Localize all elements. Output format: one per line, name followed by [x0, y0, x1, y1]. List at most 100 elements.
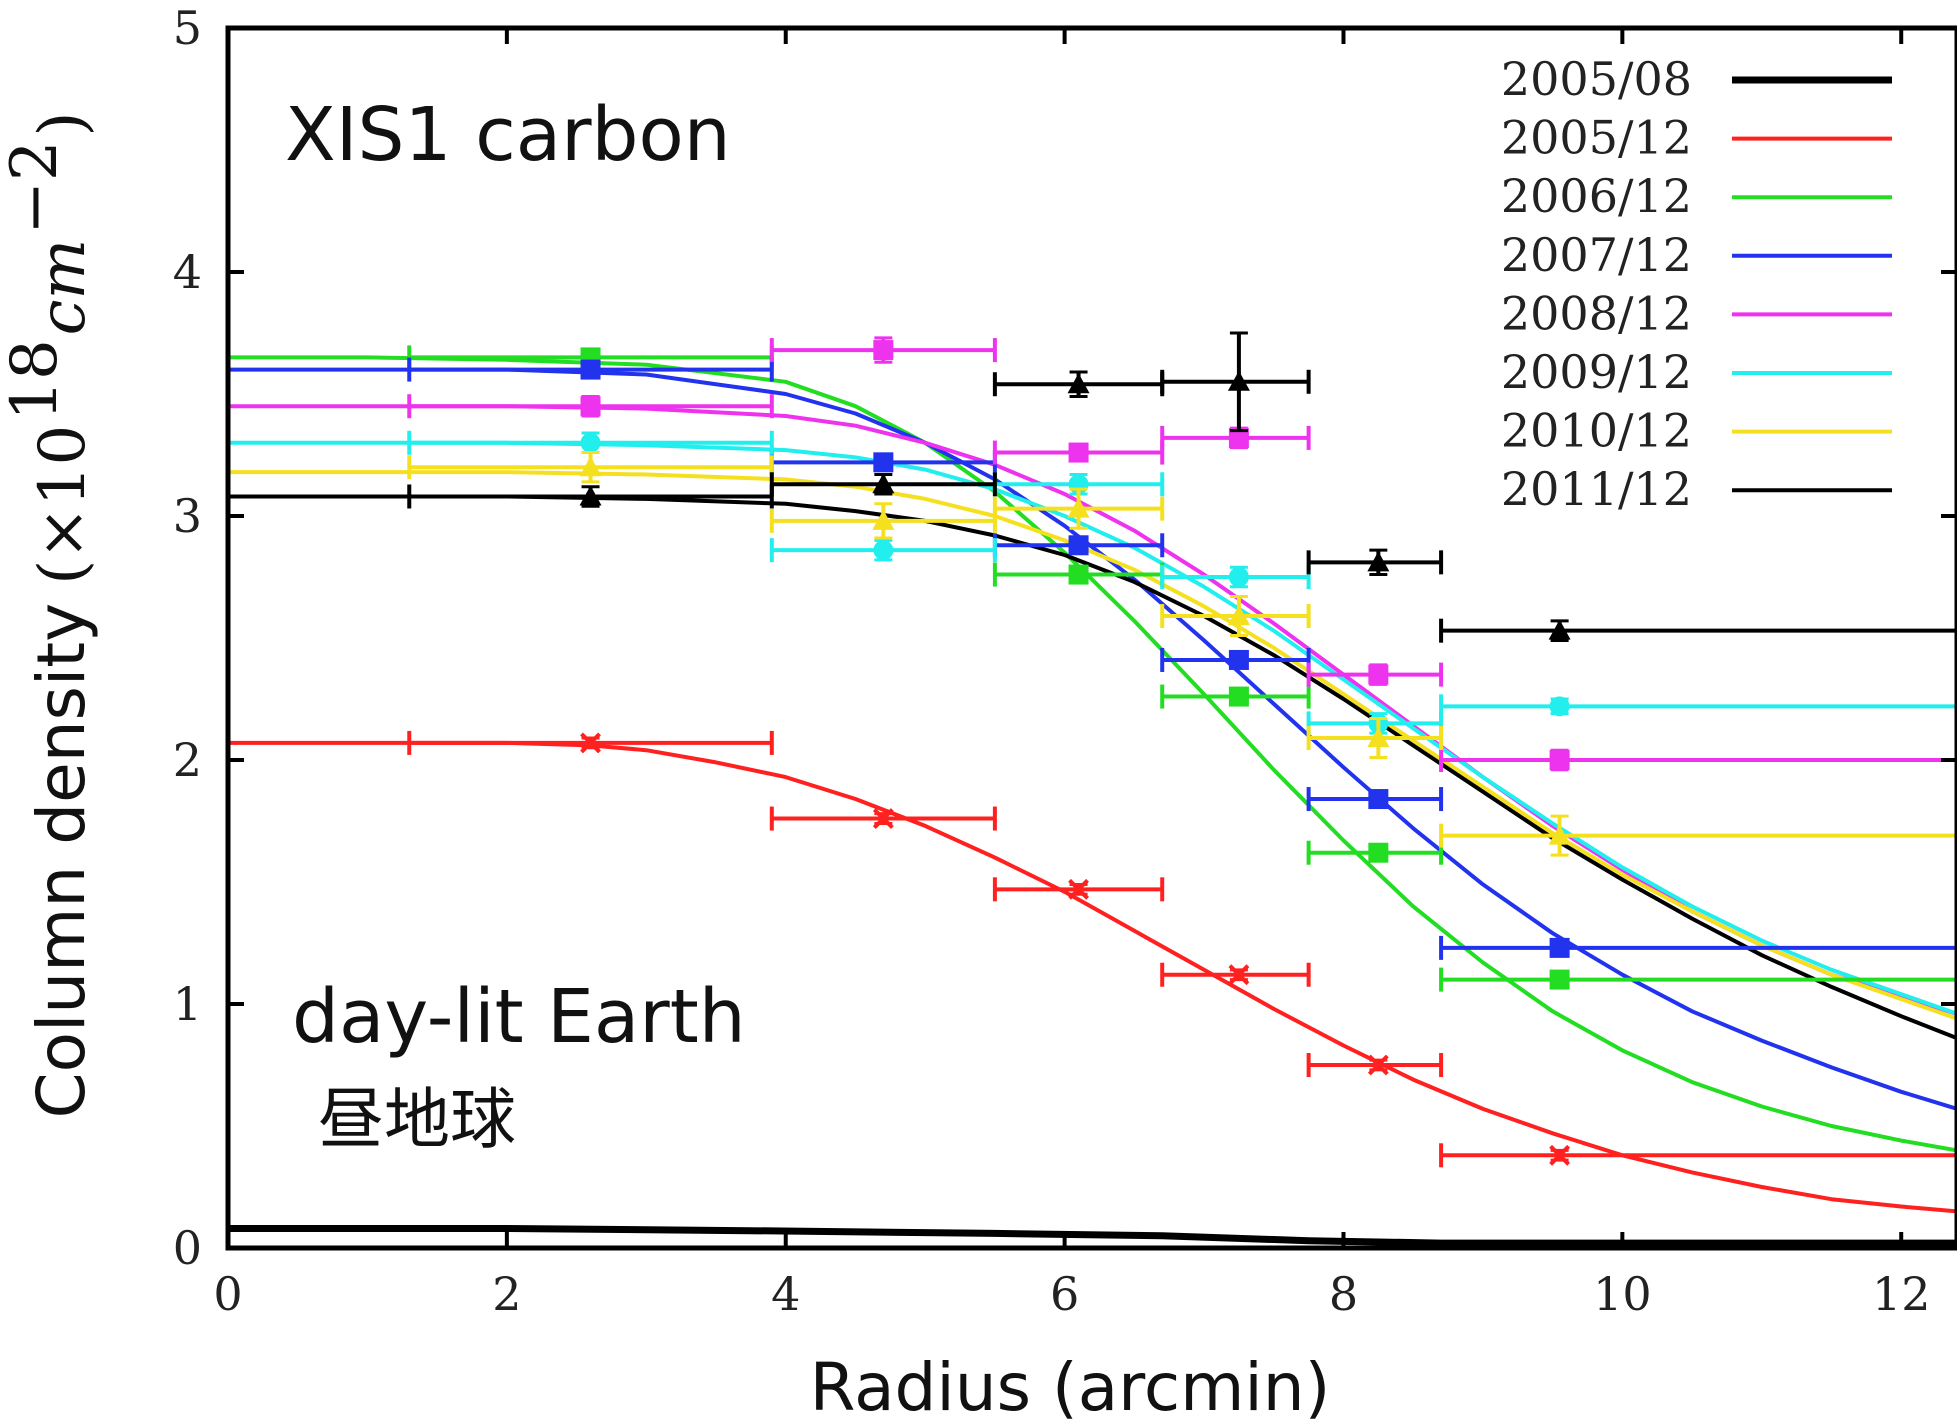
square-marker — [1228, 649, 1249, 670]
y-axis-unit-unit-exp: −2 — [0, 140, 72, 234]
x-marker — [580, 732, 601, 754]
legend-label-2: 2006/12 — [1501, 169, 1692, 223]
series-6-point-3 — [1160, 595, 1311, 638]
series-4-point-1 — [769, 336, 997, 364]
y-tick-label: 2 — [173, 733, 202, 787]
series-3-point-4 — [1306, 787, 1444, 812]
circle-marker — [1549, 696, 1570, 717]
y-axis-label: Column density — [23, 603, 100, 1119]
x-tick-label: 8 — [1329, 1267, 1358, 1321]
square-marker — [1068, 535, 1089, 556]
series-4-point-5 — [1439, 748, 1957, 772]
series-7-point-1 — [769, 472, 997, 497]
x-axis-title: Radius (arcmin) — [810, 1349, 1331, 1426]
legend-label-7: 2011/12 — [1501, 462, 1692, 516]
legend-label-1: 2005/12 — [1501, 111, 1692, 165]
x-tick-label: 0 — [213, 1267, 242, 1321]
triangle-marker — [872, 473, 895, 494]
x-marker — [1367, 1054, 1389, 1076]
series-7-point-5 — [1439, 618, 1957, 643]
square-marker — [1228, 686, 1249, 707]
series-6-point-1 — [769, 502, 997, 540]
y-tick-label: 4 — [173, 245, 202, 299]
series-1-curve — [228, 740, 1957, 1214]
legend-label-3: 2007/12 — [1501, 228, 1692, 282]
x-marker — [872, 808, 894, 829]
series-2-point-2 — [1160, 684, 1311, 709]
series-4-point-4 — [1306, 662, 1444, 687]
series-4-point-3 — [1160, 425, 1311, 450]
series-4-point-2 — [992, 440, 1165, 465]
square-marker — [1549, 969, 1570, 990]
square-marker — [1368, 789, 1389, 810]
y-tick-label: 1 — [173, 977, 202, 1031]
square-marker — [580, 359, 601, 380]
x-tick-label: 12 — [1872, 1267, 1931, 1321]
legend-label-6: 2010/12 — [1501, 404, 1692, 458]
square-marker — [1228, 427, 1249, 448]
x-tick-label: 2 — [492, 1267, 521, 1321]
plot-frame — [225, 25, 1957, 1251]
square-marker — [580, 396, 601, 417]
y-axis-unit-exp: 18 — [0, 339, 72, 420]
x-tick-label: 10 — [1593, 1267, 1652, 1321]
y-tick-label: 5 — [173, 1, 202, 55]
triangle-marker — [1367, 551, 1390, 572]
annotation-japanese: 昼地球 — [318, 1081, 516, 1158]
legend: 2005/082005/122006/122007/122008/122009/… — [1501, 52, 1892, 516]
svg-text:Column density (×10: Column density (×10 18 cm −2 ) — [0, 111, 100, 1118]
series-3-point-5 — [1439, 935, 1957, 960]
square-marker — [1549, 750, 1570, 770]
series-6-point-2 — [992, 487, 1165, 530]
series-2-curve — [228, 355, 1957, 1153]
series-7-point-4 — [1306, 548, 1444, 577]
series-1-point-3 — [1160, 962, 1311, 987]
triangle-marker — [1548, 824, 1571, 845]
series-1-point-4 — [1306, 1053, 1444, 1077]
series-3-curve — [228, 367, 1957, 1111]
y-tick-label: 3 — [173, 489, 202, 543]
series-5-point-1 — [769, 538, 997, 563]
triangle-marker — [1367, 727, 1390, 748]
legend-label-5: 2009/12 — [1501, 345, 1692, 399]
y-axis-unit-close: ) — [26, 111, 100, 136]
x-marker — [1228, 964, 1250, 986]
x-marker — [1068, 878, 1089, 900]
triangle-marker — [872, 509, 895, 530]
triangle-marker — [579, 456, 602, 477]
series-1-point-5 — [1439, 1143, 1957, 1168]
x-tick-label: 4 — [771, 1267, 800, 1321]
y-axis-unit: cm — [26, 239, 100, 336]
triangle-marker — [1067, 497, 1090, 518]
series-6-point-4 — [1306, 717, 1444, 760]
series-2-point-4 — [1439, 967, 1957, 992]
series-3-point-0 — [407, 357, 774, 382]
square-marker — [873, 340, 894, 361]
square-marker — [873, 452, 894, 473]
triangle-marker — [1067, 373, 1090, 394]
square-marker — [1549, 937, 1570, 958]
square-marker — [1068, 442, 1089, 463]
circle-marker — [1228, 567, 1249, 587]
triangle-marker — [579, 485, 602, 506]
y-tick-label: 0 — [173, 1221, 202, 1275]
square-marker — [1068, 564, 1089, 585]
circle-marker — [580, 432, 601, 453]
series-4-point-0 — [407, 394, 774, 419]
annotation-day-lit-earth: day-lit Earth — [292, 974, 746, 1060]
series-6-point-0 — [407, 451, 774, 484]
series-6-point-5 — [1439, 814, 1957, 857]
series-1-point-0 — [407, 730, 774, 755]
x-tick-label: 6 — [1050, 1267, 1079, 1321]
circle-marker — [873, 540, 894, 561]
series-1-point-2 — [992, 877, 1165, 902]
square-marker — [1368, 664, 1389, 685]
series-0-curve — [228, 1225, 1957, 1247]
triangle-marker — [1227, 370, 1250, 391]
x-marker — [1549, 1144, 1571, 1166]
y-axis-unit-open: (×10 — [26, 425, 100, 585]
y-axis-title: Column density (×10 18 cm −2 ) — [0, 111, 100, 1118]
square-marker — [1368, 842, 1389, 863]
